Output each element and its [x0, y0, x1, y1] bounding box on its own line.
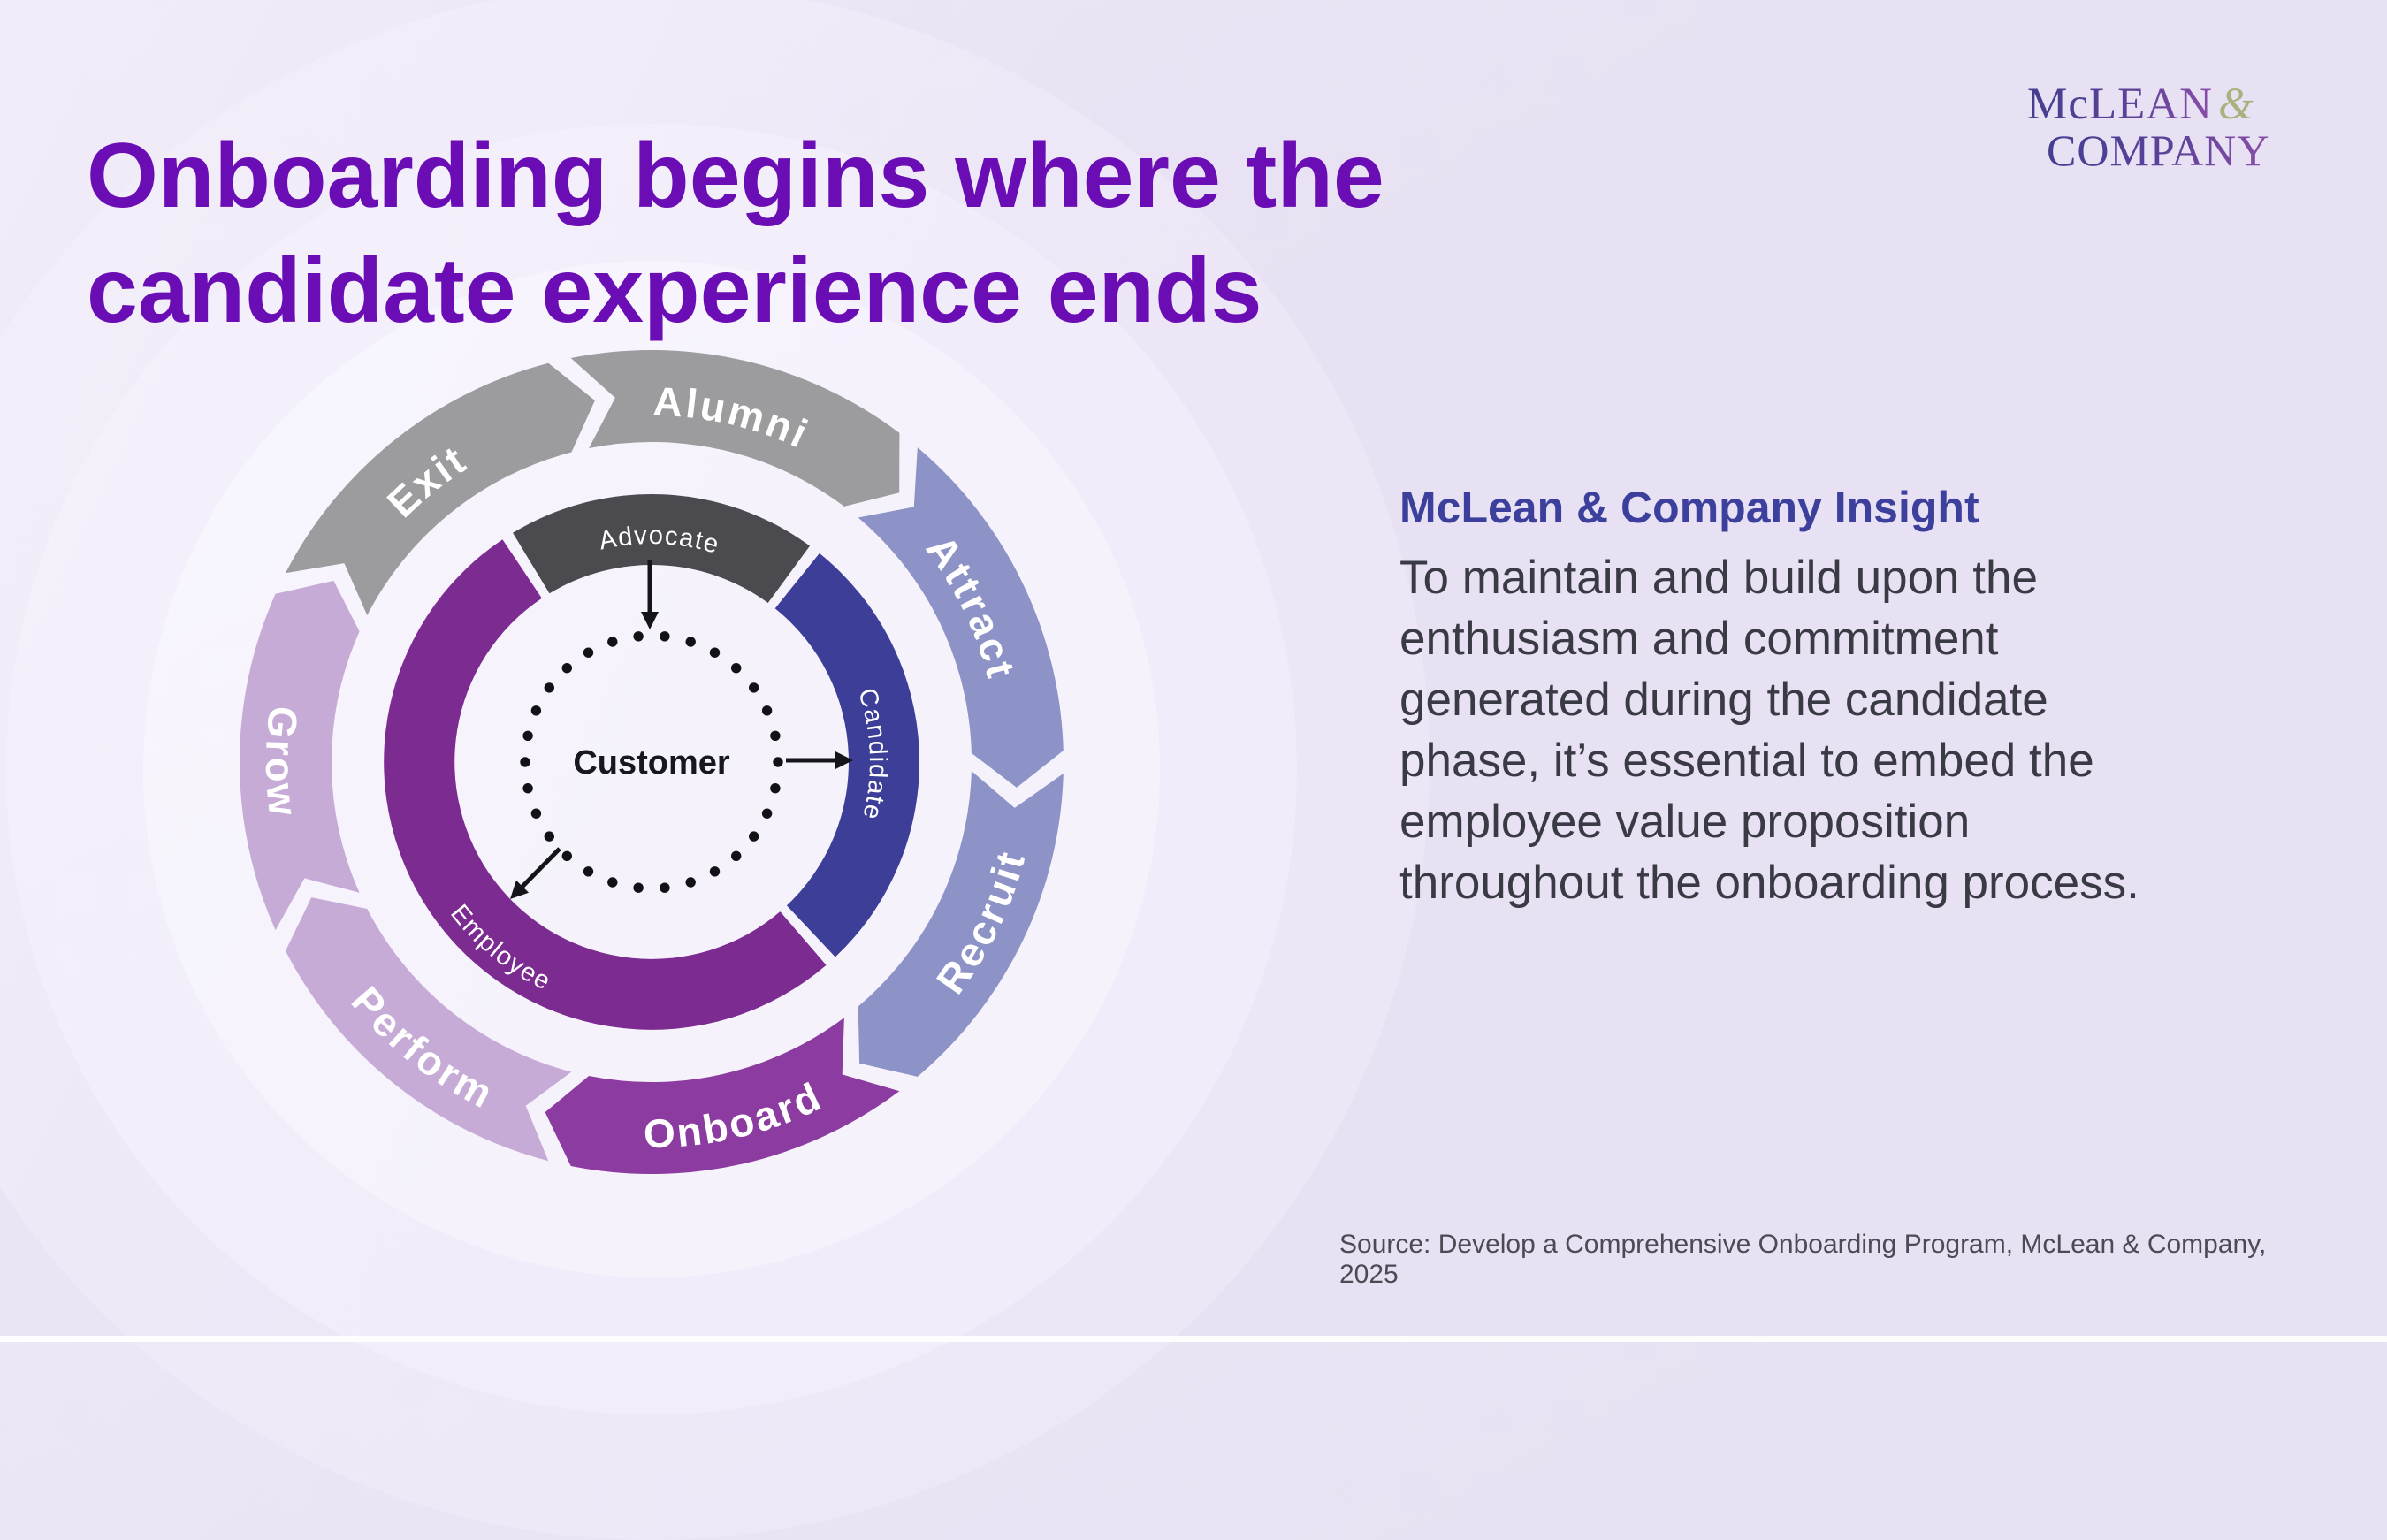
insight-heading: McLean & Company Insight	[1399, 483, 1979, 532]
segment-onboard	[545, 1018, 900, 1175]
mclean-company-logo: McLEAN & COMPANY	[2027, 81, 2319, 173]
dot	[709, 866, 721, 877]
logo-line1: McLEAN &	[2027, 81, 2319, 127]
dot	[749, 831, 759, 842]
dot	[530, 808, 542, 819]
background-sheen	[0, 0, 2387, 1342]
dot	[522, 730, 533, 741]
dot	[660, 631, 670, 642]
dot	[761, 808, 773, 819]
segment-alumni	[570, 349, 900, 507]
dot	[561, 850, 572, 861]
flow-arrow-head	[510, 880, 530, 899]
flow-arrow-head	[641, 612, 659, 629]
insight-body-line: phase, it’s essential to embed the	[1399, 735, 2094, 787]
lifecycle-ring-svg: AlumniAttractRecruitOnboardPerformGrowEx…	[239, 349, 1064, 1175]
customer-label: Customer	[573, 744, 730, 781]
insight-body-line: throughout the onboarding process.	[1399, 857, 2139, 909]
dot	[731, 850, 742, 861]
dot	[520, 757, 530, 767]
dot	[544, 831, 554, 842]
dot	[709, 647, 721, 658]
dot	[633, 631, 644, 642]
dot	[583, 866, 594, 877]
page-title: Onboarding begins where the candidate ex…	[87, 118, 1634, 348]
logo-name: McLEAN	[2027, 80, 2213, 129]
segment-advocate	[513, 493, 810, 603]
segment-label-grow: Grow	[257, 704, 307, 820]
logo-company: COMPANY	[2047, 126, 2270, 175]
dot	[522, 783, 533, 794]
customer-dotted-circle	[520, 631, 783, 893]
dot	[770, 783, 781, 794]
dot	[749, 682, 759, 693]
dot	[561, 663, 572, 674]
dot	[685, 637, 696, 647]
insight-body-line: To maintain and build upon the	[1399, 552, 2038, 604]
dot	[607, 877, 618, 888]
insight-panel: McLean & Company Insight To maintain and…	[1399, 482, 2337, 913]
segment-employee	[384, 539, 827, 1030]
page-title-line1: Onboarding begins where the	[87, 124, 1384, 227]
dot	[761, 705, 773, 716]
logo-line2: COMPANY	[2027, 127, 2319, 173]
segment-perform	[285, 897, 572, 1162]
dot	[544, 682, 554, 693]
insight-body-line: enthusiasm and commitment	[1399, 613, 1999, 665]
segment-attract	[858, 447, 1064, 788]
dot	[773, 757, 783, 767]
segment-exit	[285, 362, 595, 615]
segment-recruit	[858, 771, 1064, 1077]
dot	[731, 663, 742, 674]
flow-arrow-line	[517, 847, 561, 892]
segment-grow	[239, 580, 360, 931]
flow-arrow-head	[835, 751, 853, 769]
dot	[770, 730, 781, 741]
bottom-accent-strip	[0, 1336, 2387, 1342]
page-title-line2: candidate experience ends	[87, 239, 1262, 342]
dot	[685, 877, 696, 888]
employee-lifecycle-diagram: Alumni Attract Recruit Onboard Perform Grow Ex…	[210, 320, 1094, 1204]
dot	[530, 705, 542, 716]
dot	[607, 637, 618, 647]
dot	[583, 647, 594, 658]
source-citation: Source: Develop a Comprehensive Onboardi…	[1339, 1230, 2267, 1289]
insight-body-line: generated during the candidate	[1399, 674, 2048, 726]
insight-body-line: employee value proposition	[1399, 796, 1971, 848]
dot	[660, 882, 670, 893]
dot	[633, 882, 644, 893]
logo-ampersand: &	[2217, 80, 2254, 129]
segment-candidate	[774, 553, 919, 957]
